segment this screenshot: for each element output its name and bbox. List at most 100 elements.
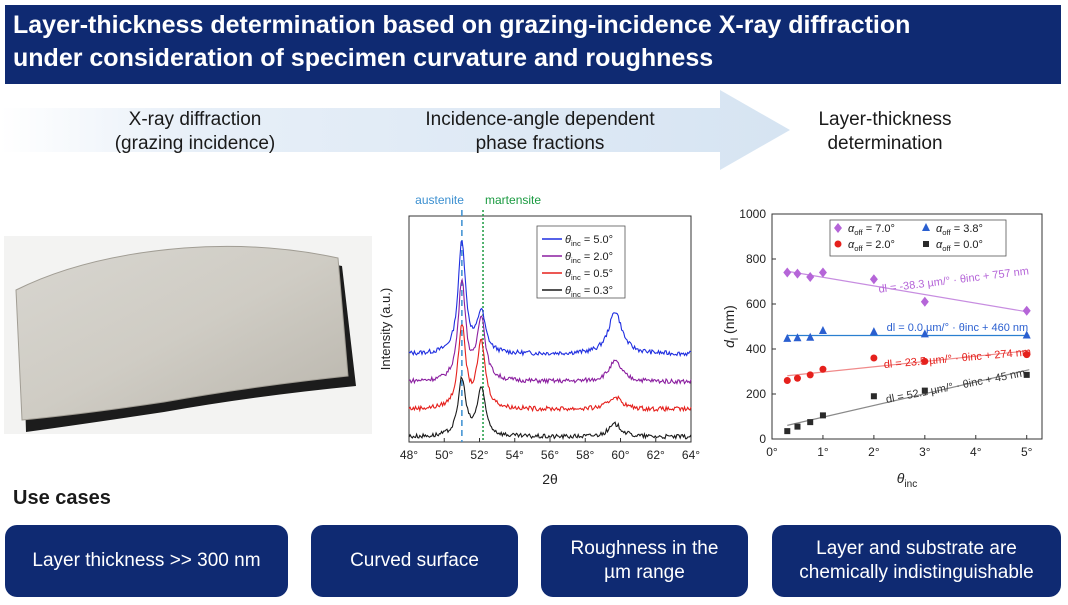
xrd-legend-label: θinc = 5.0° xyxy=(565,234,613,248)
thk-data-point xyxy=(806,371,814,379)
xrd-x-tick-label: 62° xyxy=(647,448,665,462)
step-1-line-1: X-ray diffraction xyxy=(128,109,262,130)
step-phase-fractions: Incidence-angle dependent phase fraction… xyxy=(400,108,680,156)
xrd-x-tick-label: 60° xyxy=(611,448,629,462)
thk-data-point xyxy=(783,333,792,342)
thk-y-tick-label: 200 xyxy=(746,387,766,401)
thk-y-tick-label: 600 xyxy=(746,297,766,311)
thk-x-axis-label: θinc xyxy=(897,470,917,490)
thk-data-point xyxy=(1023,371,1030,378)
use-case-indistinguishable: Layer and substrate are chemically indis… xyxy=(772,525,1061,597)
thk-data-point xyxy=(806,272,815,282)
thk-data-point xyxy=(807,419,814,426)
thk-x-tick-label: 3° xyxy=(919,445,931,459)
thk-legend-marker xyxy=(922,223,930,231)
thk-legend-label: αoff = 7.0° xyxy=(848,223,895,237)
thk-fit-line xyxy=(787,270,1030,313)
thk-fit-line xyxy=(787,350,1030,377)
xrd-legend-label: θinc = 0.3° xyxy=(565,285,613,299)
step-xray-diffraction: X-ray diffraction (grazing incidence) xyxy=(90,108,300,156)
thk-data-point xyxy=(783,267,792,278)
thk-data-point xyxy=(819,412,826,419)
thk-legend-marker xyxy=(834,223,842,233)
thk-fit-label: dl = 52.1 µm/° · θinc + 45 nm xyxy=(885,367,1026,406)
thk-data-point xyxy=(920,329,929,338)
thk-y-tick-label: 800 xyxy=(746,252,766,266)
thk-y-axis-label: dl (nm) xyxy=(721,305,741,348)
austenite-label: austenite xyxy=(415,193,464,207)
martensite-label: martensite xyxy=(485,193,541,207)
thk-data-point xyxy=(1023,351,1031,359)
xrd-x-tick-label: 52° xyxy=(470,448,488,462)
thk-y-tick-label: 400 xyxy=(746,342,766,356)
thk-data-point xyxy=(921,387,928,394)
xrd-x-tick-label: 54° xyxy=(506,448,524,462)
use-case-4-line-2: chemically indistinguishable xyxy=(799,562,1034,583)
xrd-x-tick-label: 58° xyxy=(576,448,594,462)
use-case-2-line-1: Curved surface xyxy=(350,550,479,571)
use-case-curved-surface: Curved surface xyxy=(311,525,518,597)
thk-legend-label: αoff = 3.8° xyxy=(936,223,983,237)
step-3-line-2: determination xyxy=(827,133,943,154)
xrd-series-line xyxy=(408,277,692,386)
thk-x-tick-label: 0° xyxy=(766,445,778,459)
thk-data-point xyxy=(806,332,815,341)
thk-plot-frame xyxy=(771,213,1043,440)
thk-data-point xyxy=(1022,330,1031,339)
thk-legend-marker xyxy=(923,241,929,247)
step-2-line-1: Incidence-angle dependent xyxy=(425,109,655,130)
thk-data-point xyxy=(819,365,827,373)
thk-data-point xyxy=(1022,305,1031,316)
thk-data-point xyxy=(870,393,877,400)
step-1-line-2: (grazing incidence) xyxy=(114,133,276,154)
thk-data-point xyxy=(921,357,929,365)
thk-data-point xyxy=(793,374,801,382)
thk-data-point xyxy=(869,327,878,336)
process-arrow xyxy=(0,90,790,170)
use-case-4-line-1: Layer and substrate are xyxy=(816,538,1017,559)
xrd-legend-label: θinc = 0.5° xyxy=(565,268,613,282)
xrd-x-tick-label: 50° xyxy=(435,448,453,462)
specimen-photo xyxy=(4,236,372,434)
thk-x-tick-label: 2° xyxy=(868,445,880,459)
thk-fit-label: dl = 23.5 µm/° · θinc + 274 nm xyxy=(883,346,1031,371)
thk-legend-marker xyxy=(834,240,842,248)
xrd-x-tick-label: 64° xyxy=(682,448,700,462)
thk-fit-label: dl = 0.0 µm/° · θinc + 460 nm xyxy=(887,322,1029,334)
xrd-series-line xyxy=(408,323,692,413)
step-layer-thickness: Layer-thickness determination xyxy=(780,108,990,156)
xrd-x-tick-label: 48° xyxy=(400,448,418,462)
thickness-chart: 0 200 400 600 800 1000 0° 1° 2° 3° 4° 5° θinc dl (nm)… xyxy=(712,196,1062,492)
thk-y-tick-label: 1000 xyxy=(739,207,766,221)
step-3-line-1: Layer-thickness xyxy=(818,109,952,130)
thk-data-point xyxy=(793,333,802,342)
xrd-y-axis-label: Intensity (a.u.) xyxy=(378,288,393,370)
xrd-x-axis-label: 2θ xyxy=(542,471,558,487)
thk-data-point xyxy=(818,326,827,334)
xrd-legend-box xyxy=(536,225,626,299)
title-line-2: under consideration of specimen curvatur… xyxy=(13,44,714,72)
thk-x-tick-label: 4° xyxy=(970,445,982,459)
thk-fit-line xyxy=(787,369,1030,426)
thk-data-point xyxy=(818,267,827,278)
thk-data-point xyxy=(783,377,791,384)
thk-legend-label: αoff = 2.0° xyxy=(848,239,895,253)
thk-data-point xyxy=(794,423,801,430)
thk-data-point xyxy=(869,274,878,285)
thk-legend-label: αoff = 0.0° xyxy=(936,239,983,253)
thk-y-tick-label: 0 xyxy=(759,432,766,446)
thk-data-point xyxy=(793,268,802,279)
thk-x-tick-label: 1° xyxy=(817,445,829,459)
thk-data-point xyxy=(784,428,791,435)
thk-legend-box xyxy=(829,219,1007,257)
thk-x-tick-label: 5° xyxy=(1021,445,1033,459)
thk-data-point xyxy=(920,296,929,307)
step-2-line-2: phase fractions xyxy=(475,133,605,154)
use-cases-heading: Use cases xyxy=(13,487,111,509)
xrd-chart: 48° 50° 52° 54° 56° 58° 60° 62° 64° 2θ Intensity (… xyxy=(376,186,716,496)
xrd-series-line xyxy=(408,240,692,358)
xrd-legend-label: θinc = 2.0° xyxy=(565,251,613,265)
thk-data-point xyxy=(870,354,878,362)
title-line-1: Layer-thickness determination based on g… xyxy=(13,11,911,39)
use-case-1-line-1: Layer thickness >> 300 nm xyxy=(32,550,261,571)
